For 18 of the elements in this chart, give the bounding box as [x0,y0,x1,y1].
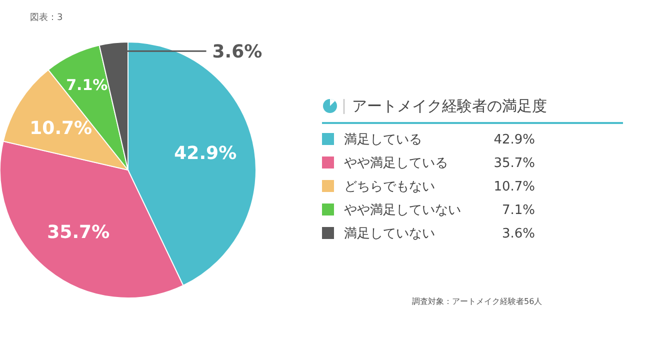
text: アートメイク経験者の満足度 [352,97,547,115]
text: 7.1% [502,203,535,218]
text: 42.9% [494,132,535,148]
data-label: 7.1% [66,76,108,94]
text: 3.6% [502,226,535,242]
legend-label: 満足していない [344,226,435,242]
data-label: 42.9% [174,142,237,164]
legend-label: やや満足していない [344,203,461,218]
text: 35.7% [494,156,535,172]
legend-label: 満足している [344,132,422,148]
text: 10.7% [494,180,535,195]
data-label: 3.6% [212,41,262,62]
legend-label: どちらでもない [344,180,435,195]
legend-label: やや満足している [344,156,448,172]
data-label: 35.7% [47,222,110,244]
text: 図表：3 [30,12,63,23]
text: 調査対象：アートメイク経験者56人 [412,297,542,306]
data-label: 10.7% [30,118,92,139]
